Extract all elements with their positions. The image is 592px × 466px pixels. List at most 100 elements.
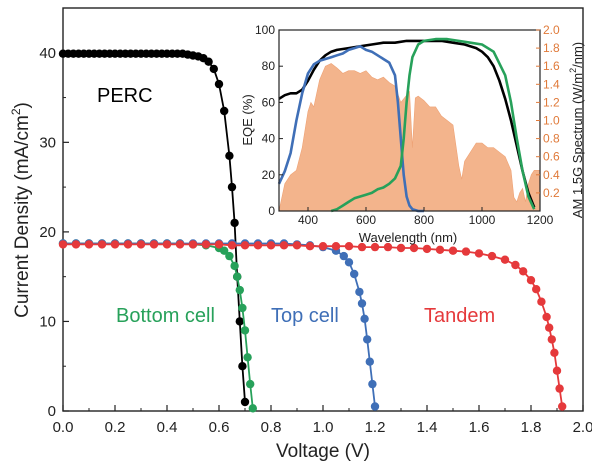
inset-y-tick-label: 80 <box>262 59 276 73</box>
inset-y2-tick-label: 1.6 <box>543 59 560 73</box>
inset-y2-ticks: 0.2 0.4 0.6 0.8 1.0 1.2 1.4 1.6 1.8 2.0 <box>536 23 560 200</box>
data-point-tandem <box>344 242 354 251</box>
data-point-top-cell <box>360 314 369 323</box>
data-point-top-cell <box>370 402 380 411</box>
inset-x-ticks: 400 600 800 1000 1200 <box>298 207 554 227</box>
data-point-tandem <box>97 240 107 249</box>
main-x-tick-label: 1.4 <box>417 419 438 436</box>
inset-y2-tick-label: 0.4 <box>543 168 560 182</box>
main-y-tick-label: 20 <box>39 224 56 241</box>
inset-y2-axis-label: AM 1.5G Spectrum (W/m2/nm) <box>568 42 585 218</box>
data-point-perc <box>227 182 237 192</box>
data-point-tandem <box>370 242 380 252</box>
inset-line-bottom-cell-eqe <box>330 37 536 213</box>
data-point-bottom-cell <box>235 285 244 295</box>
main-y-axis-label: Current Density (mA/cm2) <box>9 102 33 318</box>
data-point-tandem <box>214 240 224 249</box>
inset-y2-tick-label: 0.8 <box>543 132 560 146</box>
data-point-tandem <box>552 366 562 375</box>
annotation-perc: PERC <box>97 85 153 107</box>
data-point-tandem <box>331 242 341 251</box>
inset-y2-tick-label: 1.2 <box>543 95 560 109</box>
data-point-tandem <box>357 242 367 252</box>
main-x-axis-label: Voltage (V) <box>276 441 370 462</box>
main-x-tick-label: 2.0 <box>573 419 592 436</box>
data-point-tandem <box>253 241 263 250</box>
data-point-top-cell <box>357 299 367 308</box>
data-point-tandem <box>547 335 556 344</box>
data-point-tandem <box>474 249 484 258</box>
data-point-tandem <box>188 240 198 249</box>
data-point-bottom-cell <box>240 326 250 335</box>
main-x-ticks: 0.0 0.2 0.4 0.6 0.8 1.0 1.2 1.4 1.6 1.8 2.0 <box>53 405 592 436</box>
data-point-tandem <box>383 242 393 252</box>
inset-line-top-cell-eqe <box>277 44 424 213</box>
inset-series <box>277 37 536 213</box>
inset-y-axis-label: EQE (%) <box>240 94 255 145</box>
data-point-perc <box>209 64 218 74</box>
main-x-tick-label: 1.2 <box>365 419 386 436</box>
data-point-tandem <box>123 240 133 249</box>
inset-y2-tick-label: 1.8 <box>543 41 560 55</box>
data-point-tandem <box>532 285 541 294</box>
inset-x-tick-label: 400 <box>298 213 318 227</box>
data-point-tandem <box>58 240 68 249</box>
data-point-tandem <box>266 241 276 250</box>
data-point-tandem <box>461 247 471 256</box>
main-y-tick-label: 30 <box>39 134 56 151</box>
data-point-tandem <box>162 240 172 249</box>
inset-x-tick-label: 600 <box>356 213 376 227</box>
data-point-tandem <box>511 260 520 270</box>
data-point-top-cell <box>339 251 348 261</box>
data-point-perc <box>230 218 239 228</box>
data-point-tandem <box>558 402 567 411</box>
main-x-tick-label: 1.0 <box>313 419 334 436</box>
inset-y2-tick-label: 1.0 <box>543 114 560 128</box>
inset-y2-tick-label: 0.2 <box>543 186 560 200</box>
data-point-tandem <box>435 245 445 254</box>
main-y-tick-label: 0 <box>48 403 56 420</box>
data-point-perc <box>220 106 229 116</box>
inset-y2-tick-label: 2.0 <box>543 23 560 37</box>
inset-line-tandem-eqe <box>278 39 536 208</box>
series-line-perc <box>63 52 246 403</box>
data-point-tandem <box>500 255 510 264</box>
data-point-bottom-cell <box>238 303 247 313</box>
inset-x-axis-label: Wavelength (nm) <box>359 230 458 245</box>
data-point-perc <box>214 79 224 89</box>
data-point-bottom-cell <box>220 246 229 255</box>
inset-y-ticks: 0 20 40 60 80 100 <box>255 23 283 218</box>
data-point-perc <box>204 57 213 66</box>
data-point-tandem <box>448 246 458 255</box>
inset-y-tick-label: 60 <box>262 95 276 109</box>
data-point-bottom-cell <box>243 353 252 362</box>
main-x-tick-label: 0.2 <box>105 419 126 436</box>
main-y-tick-label: 10 <box>39 313 56 330</box>
data-point-top-cell <box>350 269 359 279</box>
main-x-tick-label: 1.6 <box>469 419 490 436</box>
annotation-tandem: Tandem <box>424 305 495 327</box>
data-point-tandem <box>240 241 250 250</box>
data-point-tandem <box>526 276 536 285</box>
data-point-tandem <box>487 251 497 261</box>
data-point-top-cell <box>355 287 364 297</box>
data-point-tandem <box>396 243 406 253</box>
main-series <box>58 49 567 413</box>
data-point-bottom-cell <box>248 404 257 413</box>
data-point-tandem <box>136 240 146 249</box>
inset-x-tick-label: 1200 <box>527 213 554 227</box>
data-point-tandem <box>84 240 94 249</box>
data-point-perc <box>235 317 244 326</box>
data-point-bottom-cell <box>225 251 234 261</box>
data-point-tandem <box>545 323 554 332</box>
inset-chart: 400 600 800 1000 1200 0 20 40 60 80 100 0.2 0.4 0.6… <box>240 23 585 245</box>
data-point-top-cell <box>368 379 377 389</box>
data-point-tandem <box>550 348 559 357</box>
main-x-tick-label: 0.8 <box>261 419 282 436</box>
data-point-tandem <box>409 243 419 253</box>
inset-x-tick-label: 1000 <box>469 213 496 227</box>
inset-y2-tick-label: 0.6 <box>543 150 560 164</box>
data-point-tandem <box>542 312 551 322</box>
data-point-bottom-cell <box>233 272 242 281</box>
